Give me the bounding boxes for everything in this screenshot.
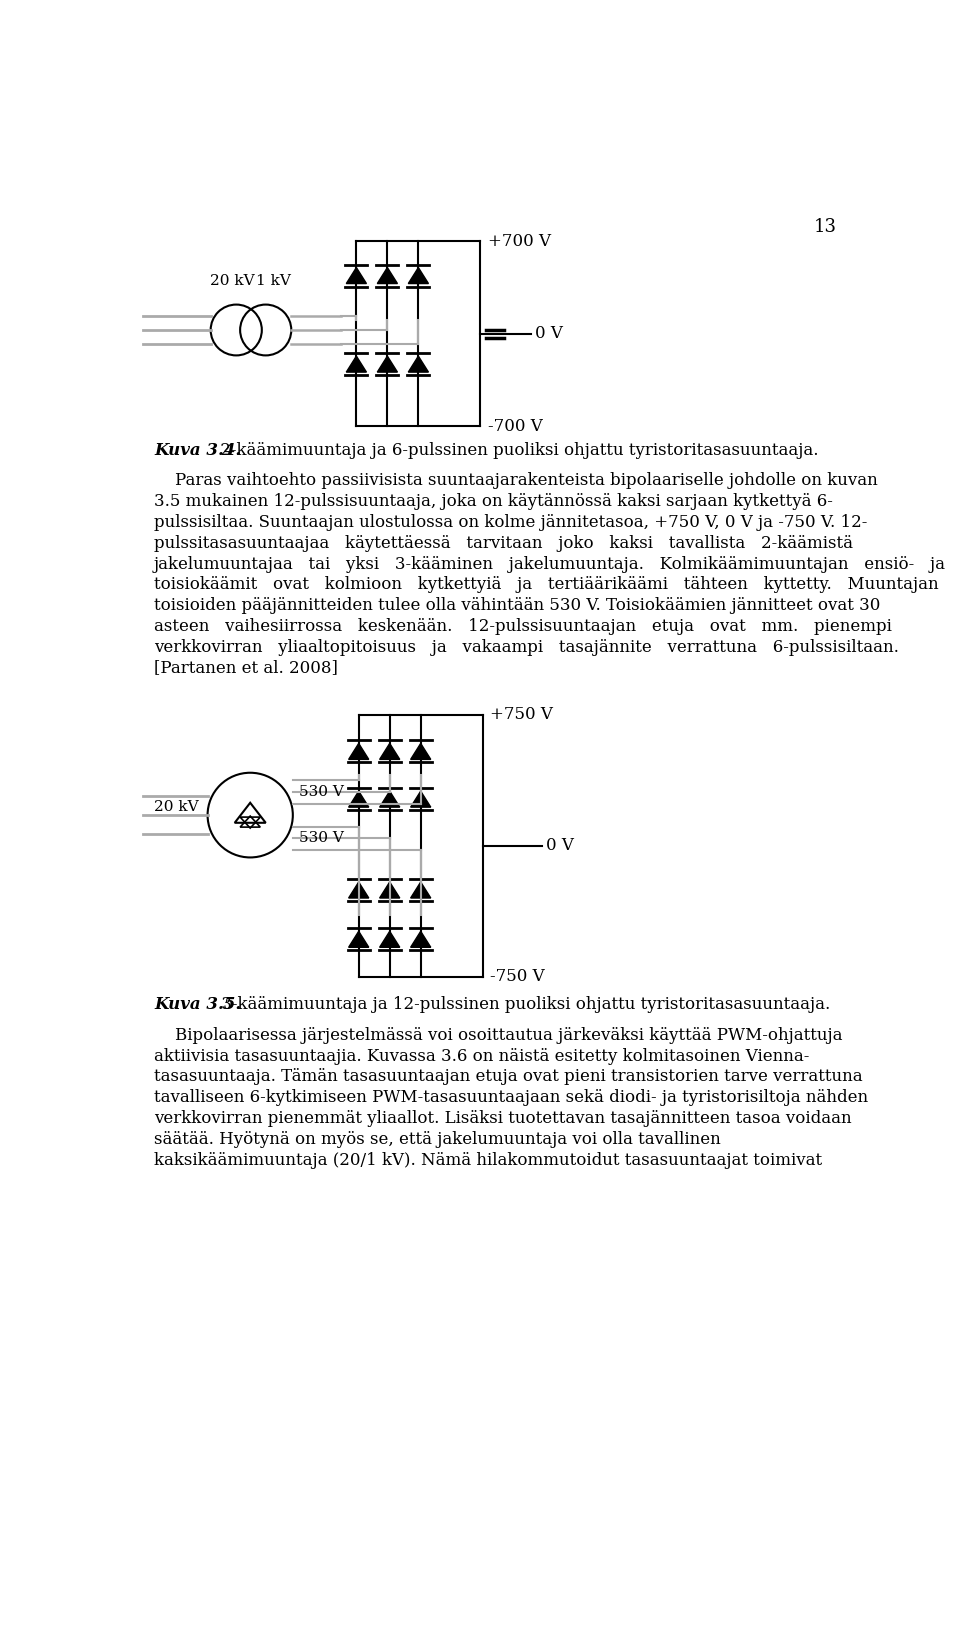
Polygon shape <box>411 791 431 807</box>
Text: 20 kV: 20 kV <box>210 273 254 288</box>
Polygon shape <box>348 882 369 898</box>
Text: +700 V: +700 V <box>488 233 551 251</box>
Text: säätää. Hyötynä on myös se, että jakelumuuntaja voi olla tavallinen: säätää. Hyötynä on myös se, että jakelum… <box>155 1131 721 1147</box>
Text: pulssisiltaa. Suuntaajan ulostulossa on kolme jännitetasoa, +750 V, 0 V ja -750 : pulssisiltaa. Suuntaajan ulostulossa on … <box>155 514 868 530</box>
Text: 3.5 mukainen 12-pulssisuuntaaja, joka on käytännössä kaksi sarjaan kytkettyä 6-: 3.5 mukainen 12-pulssisuuntaaja, joka on… <box>155 493 833 511</box>
Polygon shape <box>379 882 399 898</box>
Text: Bipolaarisessa järjestelmässä voi osoittautua järkeväksi käyttää PWM-ohjattuja: Bipolaarisessa järjestelmässä voi osoitt… <box>155 1027 843 1045</box>
Polygon shape <box>411 931 431 947</box>
Text: toisioiden pääjännitteiden tulee olla vähintään 530 V. Toisiokäämien jännitteet : toisioiden pääjännitteiden tulee olla vä… <box>155 597 880 613</box>
Text: kaksikäämimuuntaja (20/1 kV). Nämä hilakommutoidut tasasuuntaajat toimivat: kaksikäämimuuntaja (20/1 kV). Nämä hilak… <box>155 1152 822 1168</box>
Polygon shape <box>408 267 428 283</box>
Text: 530 V: 530 V <box>299 784 344 799</box>
Text: verkkovirran   yliaaltopitoisuus   ja   vakaampi   tasajännite   verrattuna   6-: verkkovirran yliaaltopitoisuus ja vakaam… <box>155 639 899 656</box>
Text: tasasuuntaaja. Tämän tasasuuntaajan etuja ovat pieni transistorien tarve verratt: tasasuuntaaja. Tämän tasasuuntaajan etuj… <box>155 1069 863 1085</box>
Polygon shape <box>348 744 369 760</box>
Polygon shape <box>408 356 428 373</box>
Text: 1 kV: 1 kV <box>256 273 291 288</box>
Text: 530 V: 530 V <box>299 831 344 844</box>
Polygon shape <box>377 356 397 373</box>
Polygon shape <box>411 882 431 898</box>
Polygon shape <box>379 931 399 947</box>
Text: verkkovirran pienemmät yliaallot. Lisäksi tuotettavan tasajännitteen tasoa voida: verkkovirran pienemmät yliaallot. Lisäks… <box>155 1110 852 1128</box>
Text: [Partanen et al. 2008]: [Partanen et al. 2008] <box>155 659 338 677</box>
Text: 2-käämimuuntaja ja 6-pulssinen puoliksi ohjattu tyristoritasasuuntaaja.: 2-käämimuuntaja ja 6-pulssinen puoliksi … <box>214 441 818 459</box>
Text: pulssitasasuuntaajaa   käytettäessä   tarvitaan   joko   kaksi   tavallista   2-: pulssitasasuuntaajaa käytettäessä tarvit… <box>155 535 853 552</box>
Text: +750 V: +750 V <box>491 706 553 724</box>
Polygon shape <box>377 267 397 283</box>
Polygon shape <box>348 931 369 947</box>
Text: Kuva 3.5.: Kuva 3.5. <box>155 996 241 1014</box>
Text: 20 kV: 20 kV <box>155 800 199 815</box>
Text: -700 V: -700 V <box>488 418 542 434</box>
Text: aktiivisia tasasuuntaajia. Kuvassa 3.6 on näistä esitetty kolmitasoinen Vienna-: aktiivisia tasasuuntaajia. Kuvassa 3.6 o… <box>155 1048 809 1064</box>
Text: 0 V: 0 V <box>546 838 574 854</box>
Polygon shape <box>379 791 399 807</box>
Polygon shape <box>348 791 369 807</box>
Text: 0 V: 0 V <box>535 325 563 342</box>
Polygon shape <box>347 356 367 373</box>
Text: -750 V: -750 V <box>491 968 545 986</box>
Text: toisiokäämit   ovat   kolmioon   kytkettyiä   ja   tertiäärikäämi   tähteen   ky: toisiokäämit ovat kolmioon kytkettyiä ja… <box>155 576 939 594</box>
Text: asteen   vaihesiirrossa   keskenään.   12-pulssisuuntaajan   etuja   ovat   mm. : asteen vaihesiirrossa keskenään. 12-puls… <box>155 618 892 635</box>
Text: tavalliseen 6-kytkimiseen PWM-tasasuuntaajaan sekä diodi- ja tyristorisiltoja nä: tavalliseen 6-kytkimiseen PWM-tasasuunta… <box>155 1088 868 1106</box>
Text: Kuva 3.4.: Kuva 3.4. <box>155 441 241 459</box>
Text: 3-käämimuuntaja ja 12-pulssinen puoliksi ohjattu tyristoritasasuuntaaja.: 3-käämimuuntaja ja 12-pulssinen puoliksi… <box>216 996 830 1014</box>
Text: 13: 13 <box>814 218 837 236</box>
Polygon shape <box>379 744 399 760</box>
Text: jakelumuuntajaa   tai   yksi   3-kääminen   jakelumuuntaja.   Kolmikäämimuuntaja: jakelumuuntajaa tai yksi 3-kääminen jake… <box>155 555 947 573</box>
Polygon shape <box>347 267 367 283</box>
Polygon shape <box>411 744 431 760</box>
Text: Paras vaihtoehto passiivisista suuntaajarakenteista bipolaariselle johdolle on k: Paras vaihtoehto passiivisista suuntaaja… <box>155 472 877 490</box>
